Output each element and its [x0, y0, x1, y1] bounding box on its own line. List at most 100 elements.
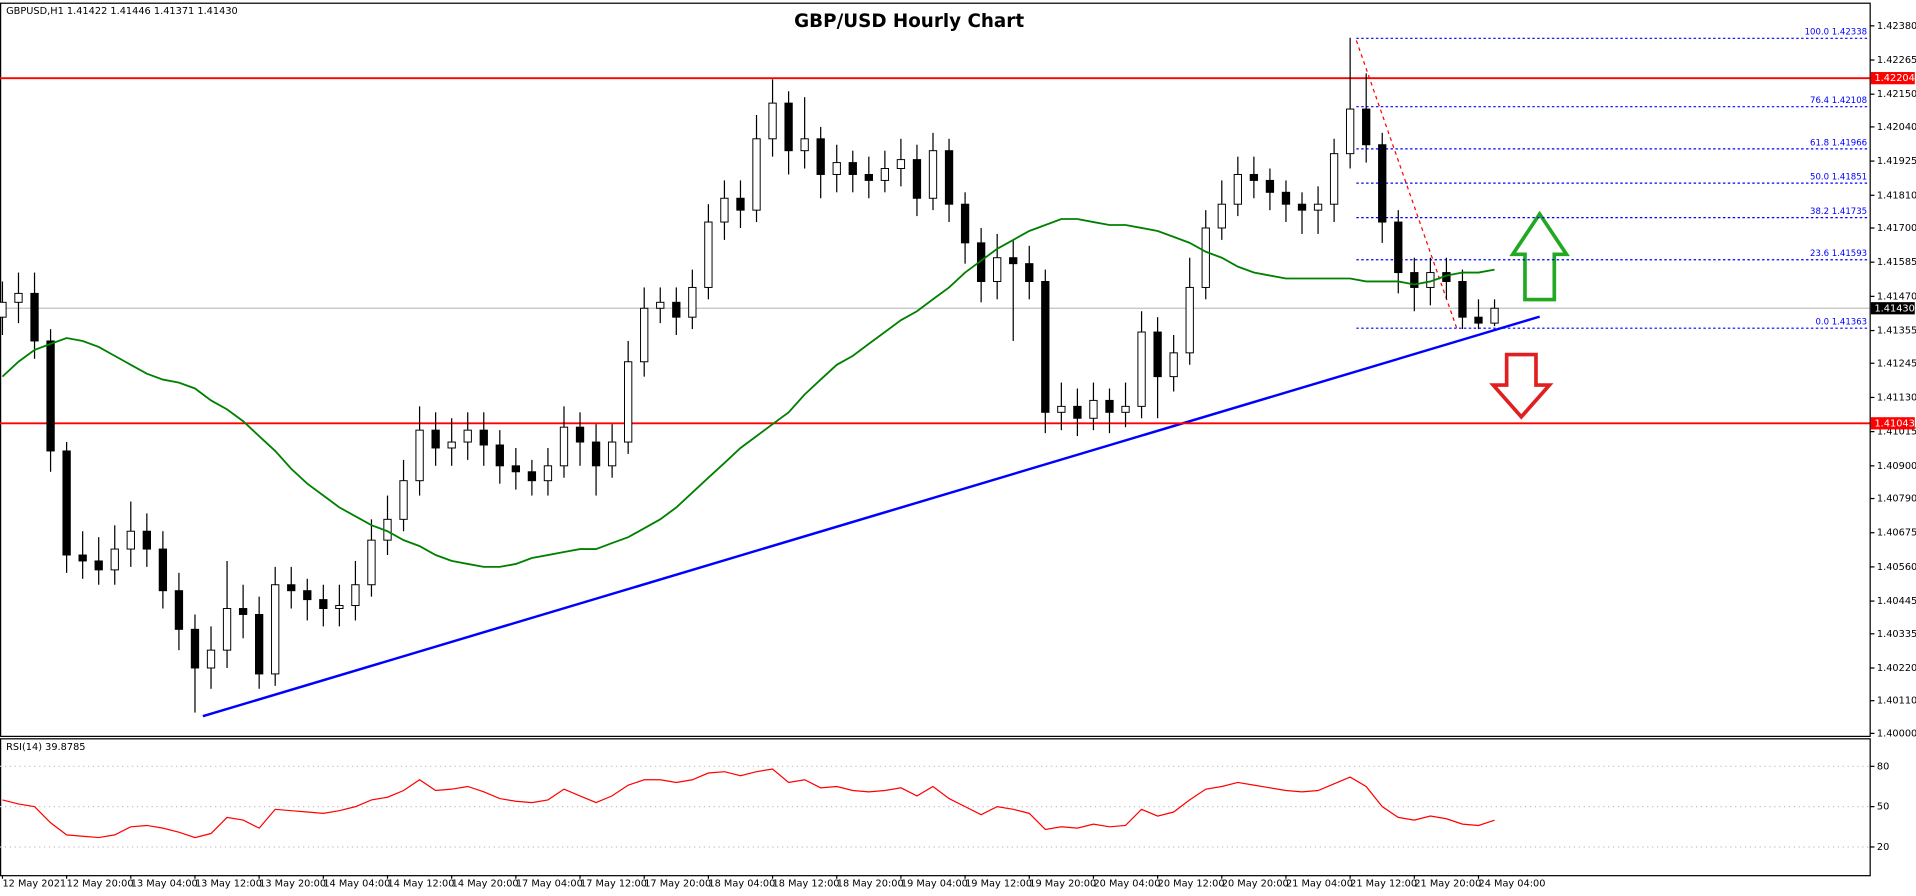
fib-label: 38.2 1.41735 [1810, 207, 1867, 217]
candle-body [976, 242, 986, 282]
candle-body [1169, 352, 1178, 378]
candle-body [431, 429, 440, 449]
rsi-tick-label: 50 [1877, 802, 1889, 813]
x-tick-label: 20 May 20:00 [1222, 879, 1289, 890]
candle-body [303, 590, 312, 601]
candle-body [944, 150, 954, 205]
candle-body [1201, 227, 1210, 288]
candle-body [479, 429, 488, 446]
rsi-line [2, 768, 1495, 839]
candle-body [158, 548, 168, 592]
y-tick-label: 1.41130 [1877, 392, 1916, 403]
y-tick-label: 1.40560 [1877, 562, 1916, 573]
candle-body [848, 162, 857, 175]
y-tick-label: 1.42150 [1877, 89, 1916, 100]
x-tick-label: 18 May 12:00 [773, 879, 840, 890]
candle-body [1009, 257, 1018, 265]
candle-body [1490, 307, 1499, 324]
candle-body [720, 197, 729, 223]
candle-body [190, 628, 200, 669]
y-tick-label: 1.40675 [1877, 528, 1916, 539]
candle-body [1105, 399, 1114, 413]
candle-body [1249, 173, 1259, 181]
candle-body [1378, 144, 1387, 223]
y-tick-label: 1.40790 [1877, 494, 1916, 505]
candle-body [543, 465, 553, 482]
candle-body [784, 102, 793, 152]
candle-body [1345, 108, 1355, 155]
y-tick-label: 1.40900 [1877, 461, 1916, 472]
trend-line [202, 315, 1540, 718]
x-tick-label: 20 May 04:00 [1093, 879, 1160, 890]
candle-body [142, 530, 151, 550]
candle-body [591, 441, 601, 467]
candle-body [607, 441, 617, 467]
candle-body [575, 426, 585, 443]
x-tick-label: 14 May 12:00 [388, 879, 455, 890]
candle-body [399, 480, 408, 520]
candle-body [1297, 203, 1307, 211]
x-tick-label: 18 May 04:00 [708, 879, 775, 890]
candle-body [463, 429, 472, 443]
candle-body [110, 548, 119, 571]
candle-body [1089, 399, 1098, 419]
level-label: 1.41430 [1874, 303, 1914, 314]
candle-body [624, 361, 633, 443]
candle-body [527, 471, 537, 482]
x-tick-label: 24 May 04:00 [1478, 879, 1545, 890]
candle-body [14, 292, 23, 303]
down-arrow [1489, 352, 1554, 420]
candle-body [1410, 272, 1419, 288]
candle-body [62, 450, 71, 556]
candle-body [238, 608, 248, 615]
x-tick-label: 21 May 12:00 [1350, 879, 1417, 890]
rsi-tick-label: 20 [1877, 842, 1889, 853]
y-tick-label: 1.41810 [1877, 190, 1916, 201]
x-tick-label: 13 May 04:00 [131, 879, 198, 890]
candle-body [174, 590, 184, 630]
y-tick-label: 1.40000 [1877, 728, 1916, 739]
candle-body [351, 584, 360, 607]
candle-body [896, 159, 906, 170]
x-tick-label: 17 May 04:00 [516, 879, 583, 890]
candle-body [126, 530, 135, 550]
level-label-box [1870, 417, 1915, 430]
candle-body [768, 102, 777, 140]
fib-label: 50.0 1.41851 [1810, 172, 1867, 182]
rsi-title: RSI(14) 39.8785 [6, 742, 85, 753]
fib-label: 0.0 1.41363 [1815, 318, 1867, 328]
candle-body [1041, 281, 1050, 413]
level-label-box [1870, 302, 1915, 315]
symbol-header: GBPUSD,H1 1.41422 1.41446 1.41371 1.4143… [6, 6, 238, 17]
x-tick-label: 12 May 20:00 [67, 879, 134, 890]
candle-body [46, 340, 55, 452]
candle-body [800, 138, 809, 152]
y-tick-label: 1.40220 [1877, 663, 1916, 674]
x-tick-label: 19 May 04:00 [901, 879, 968, 890]
x-tick-label: 20 May 12:00 [1158, 879, 1225, 890]
y-tick-label: 1.42380 [1877, 21, 1916, 32]
candle-body [0, 301, 7, 318]
candle-body [1185, 286, 1194, 354]
candle-body [30, 292, 39, 342]
candle-body [287, 584, 296, 592]
candle-body [415, 429, 424, 482]
x-tick-label: 13 May 12:00 [195, 879, 262, 890]
candle-body [94, 560, 103, 571]
y-tick-label: 1.41355 [1877, 326, 1916, 337]
x-tick-label: 19 May 12:00 [965, 879, 1032, 890]
candle-body [1217, 203, 1226, 229]
candle-body [495, 444, 504, 467]
y-tick-label: 1.41470 [1877, 291, 1916, 302]
y-tick-label: 1.41700 [1877, 223, 1916, 234]
y-tick-label: 1.41015 [1877, 427, 1916, 438]
candle-body [1025, 263, 1034, 282]
y-tick-label: 1.40445 [1877, 596, 1916, 607]
y-tick-label: 1.41245 [1877, 358, 1916, 369]
candle-body [319, 599, 328, 610]
candle-body [656, 301, 665, 309]
y-tick-label: 1.40335 [1877, 629, 1916, 640]
candle-body [880, 168, 890, 181]
